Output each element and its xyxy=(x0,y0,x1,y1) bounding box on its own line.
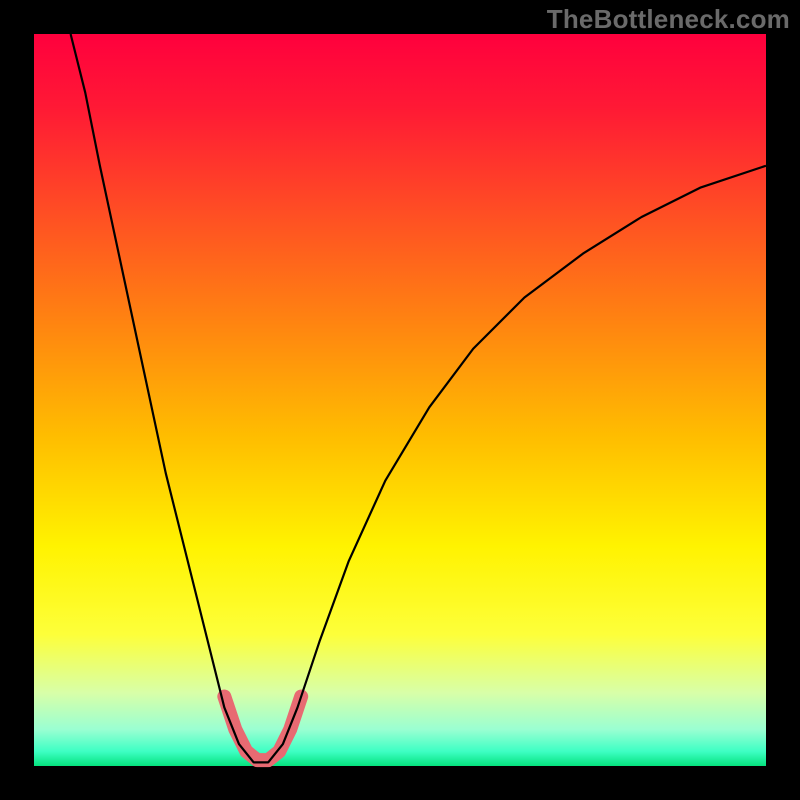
watermark-text: TheBottleneck.com xyxy=(547,4,790,35)
bottleneck-chart xyxy=(0,0,800,800)
plot-background xyxy=(34,34,766,766)
chart-container: { "watermark": { "text": "TheBottleneck.… xyxy=(0,0,800,800)
